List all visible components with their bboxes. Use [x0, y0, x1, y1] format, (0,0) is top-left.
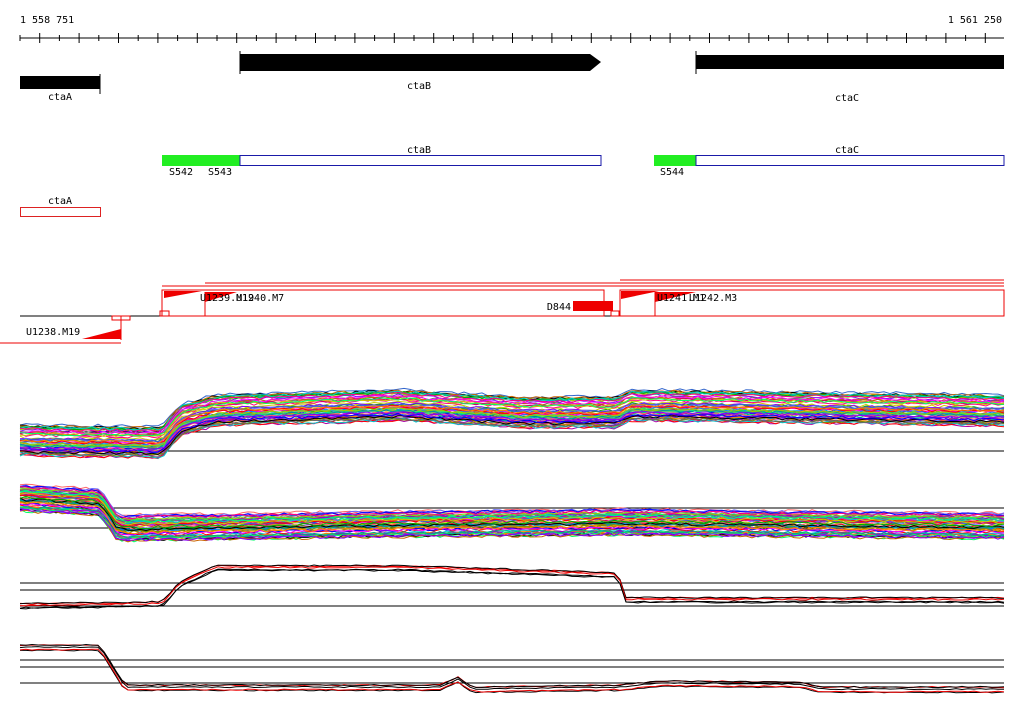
ruler-end-label: 1 561 250: [948, 15, 1002, 26]
gene-ctaA[interactable]: [20, 76, 100, 89]
segment-d844-bar[interactable]: [573, 301, 613, 311]
expression-profile-line: [19, 404, 1005, 445]
gene-ctaC-label: ctaC: [835, 93, 859, 104]
expression-profile-line: [19, 508, 1005, 542]
expression-profile-line: [19, 495, 1005, 529]
segment-u1242-label: U1242.M3: [689, 293, 737, 304]
segment-u1240-label: U1240.M7: [236, 293, 284, 304]
gene-track: ctaA ctaB ctaC: [20, 51, 1004, 104]
segment-tick: [159, 310, 170, 317]
segment-track: U1239.M19 U1240.M7 U1241.M1 U1242.M3 D84…: [0, 279, 1005, 344]
segment-u1241-wedge[interactable]: [621, 291, 659, 299]
utr-label-s544: S544: [660, 167, 684, 178]
transcript-ctaB-utr[interactable]: [162, 155, 240, 166]
expression-profile-line: [19, 509, 1005, 543]
segment-u1238-wedge[interactable]: [82, 329, 121, 339]
profile-track-3: [19, 564, 1005, 610]
expression-profile-line: [19, 490, 1005, 523]
transcript-ctaC-label: ctaC: [835, 145, 859, 156]
transcript-ctaC-utr[interactable]: [654, 155, 696, 166]
expression-profile-line: [19, 564, 1005, 605]
expression-profile-line: [19, 501, 1005, 535]
transcript-ctaB-label: ctaB: [407, 145, 431, 156]
expression-profile-line: [19, 416, 1005, 458]
gene-ctaA-label: ctaA: [48, 92, 72, 103]
expression-profile-line: [19, 646, 1005, 691]
expression-profile-line: [20, 649, 1005, 694]
expression-profile-line: [19, 397, 1005, 438]
gene-ctaB-label: ctaB: [407, 81, 431, 92]
expression-profile-line: [19, 407, 1005, 447]
segment-tick: [111, 315, 131, 321]
expression-profile-line: [19, 412, 1005, 453]
expression-profile-line: [19, 394, 1005, 435]
expression-profile-line: [19, 643, 1005, 689]
expression-profile-line: [19, 410, 1005, 452]
expression-profile-line: [19, 492, 1005, 526]
transcript-ctaC-body[interactable]: [695, 155, 1005, 166]
profile-track-1: [19, 387, 1005, 460]
expression-profile-line: [19, 392, 1005, 433]
expression-profile-line: [19, 497, 1005, 532]
segment-u1238-label: U1238.M19: [26, 327, 80, 338]
expression-profile-line: [19, 569, 1005, 610]
ruler-start-label: 1 558 751: [20, 15, 74, 26]
segment-tick: [610, 310, 620, 317]
coordinate-ruler: 1 558 751 1 561 250: [19, 15, 1004, 43]
expression-profile-line: [19, 485, 1004, 519]
segment-u1240-wedge[interactable]: [205, 292, 237, 302]
segment-u1242-wedge[interactable]: [655, 292, 696, 302]
expression-profile-line: [19, 507, 1005, 540]
ruler-ticks: [19, 33, 986, 43]
expression-profile-line: [19, 566, 1005, 607]
expression-profile-line: [19, 486, 1005, 520]
transcript-ctaA-label: ctaA: [48, 196, 72, 207]
transcript-ctaB-body[interactable]: [239, 155, 602, 166]
gene-ctaB-arrow[interactable]: [240, 54, 601, 71]
expression-profile-line: [19, 414, 1005, 456]
segment-u1239-label: U1239.M19: [200, 293, 254, 304]
utr-label-s543: S543: [208, 167, 232, 178]
gene-ctaC[interactable]: [696, 55, 1004, 69]
profile-track-4: [19, 643, 1005, 694]
expression-profile-line: [19, 484, 1005, 518]
expression-profile-line: [19, 644, 1005, 689]
segment-u1241-label: U1241.M1: [657, 293, 705, 304]
transcript-ctaA-body[interactable]: [20, 207, 101, 217]
segment-u1239-wedge[interactable]: [164, 291, 202, 298]
transcript-track: ctaB S542 S543 ctaC S544 ctaA: [20, 145, 1005, 217]
expression-profile-line: [19, 396, 1005, 437]
profile-track-2: [19, 483, 1005, 543]
utr-label-s542: S542: [169, 167, 193, 178]
expression-profile-line: [19, 416, 1005, 457]
expression-profile-line: [20, 506, 1005, 539]
expression-profile-line: [19, 500, 1005, 534]
segment-d844-label: D844: [547, 302, 571, 313]
segment-box: [619, 289, 1005, 317]
expression-profile-line: [19, 648, 1005, 693]
expression-profile-line: [19, 405, 1005, 445]
